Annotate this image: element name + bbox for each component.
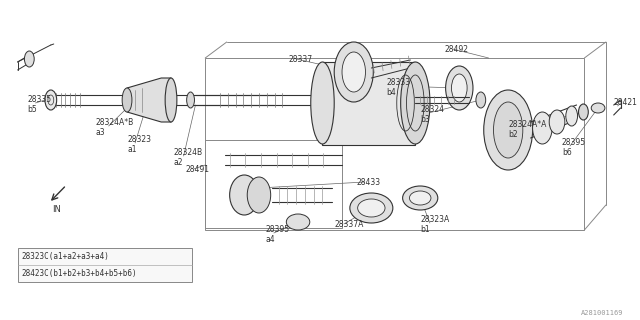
Ellipse shape [451,74,467,102]
Text: 28323
a1: 28323 a1 [127,135,151,155]
Ellipse shape [445,66,473,110]
Ellipse shape [286,214,310,230]
Ellipse shape [311,62,334,144]
Text: 28423C(b1+b2+b3+b4+b5+b6): 28423C(b1+b2+b3+b4+b5+b6) [22,269,137,278]
Ellipse shape [165,78,177,122]
Ellipse shape [24,51,34,67]
Text: 28335
b5: 28335 b5 [28,95,51,115]
Text: 28324B
a2: 28324B a2 [174,148,203,167]
Text: 28324A*A
b2: 28324A*A b2 [508,120,547,140]
Text: 28323C(a1+a2+a3+a4): 28323C(a1+a2+a3+a4) [22,252,109,261]
Text: 28395
b6: 28395 b6 [562,138,586,157]
Polygon shape [323,62,415,145]
Ellipse shape [230,175,259,215]
Text: 28433: 28433 [356,178,381,187]
Text: 28324
b3: 28324 b3 [420,105,444,124]
Ellipse shape [410,191,431,205]
Text: 28492: 28492 [445,45,468,54]
Text: 28337: 28337 [288,55,312,64]
Text: 28395
a4: 28395 a4 [266,225,290,244]
Ellipse shape [401,62,430,144]
Text: 28323A
b1: 28323A b1 [420,215,449,235]
Ellipse shape [334,42,373,102]
Ellipse shape [247,177,271,213]
Ellipse shape [342,52,365,92]
Text: IN: IN [52,205,61,214]
Ellipse shape [358,199,385,217]
Ellipse shape [403,186,438,210]
Ellipse shape [532,112,552,144]
Ellipse shape [579,104,588,120]
Ellipse shape [476,92,486,108]
Ellipse shape [484,90,532,170]
Ellipse shape [122,88,132,112]
Text: 28491: 28491 [186,165,210,174]
Ellipse shape [187,92,195,108]
Text: 28333
b4: 28333 b4 [386,78,410,97]
Bar [17,248,191,282]
Polygon shape [127,78,171,122]
Text: A281001169: A281001169 [581,310,623,316]
Ellipse shape [45,90,57,110]
Text: 28421: 28421 [614,98,637,107]
Ellipse shape [566,106,577,126]
Ellipse shape [591,103,605,113]
Text: 28337A: 28337A [334,220,364,229]
Ellipse shape [549,110,565,134]
Text: 28324A*B
a3: 28324A*B a3 [96,118,134,137]
Ellipse shape [493,102,523,158]
Ellipse shape [350,193,393,223]
